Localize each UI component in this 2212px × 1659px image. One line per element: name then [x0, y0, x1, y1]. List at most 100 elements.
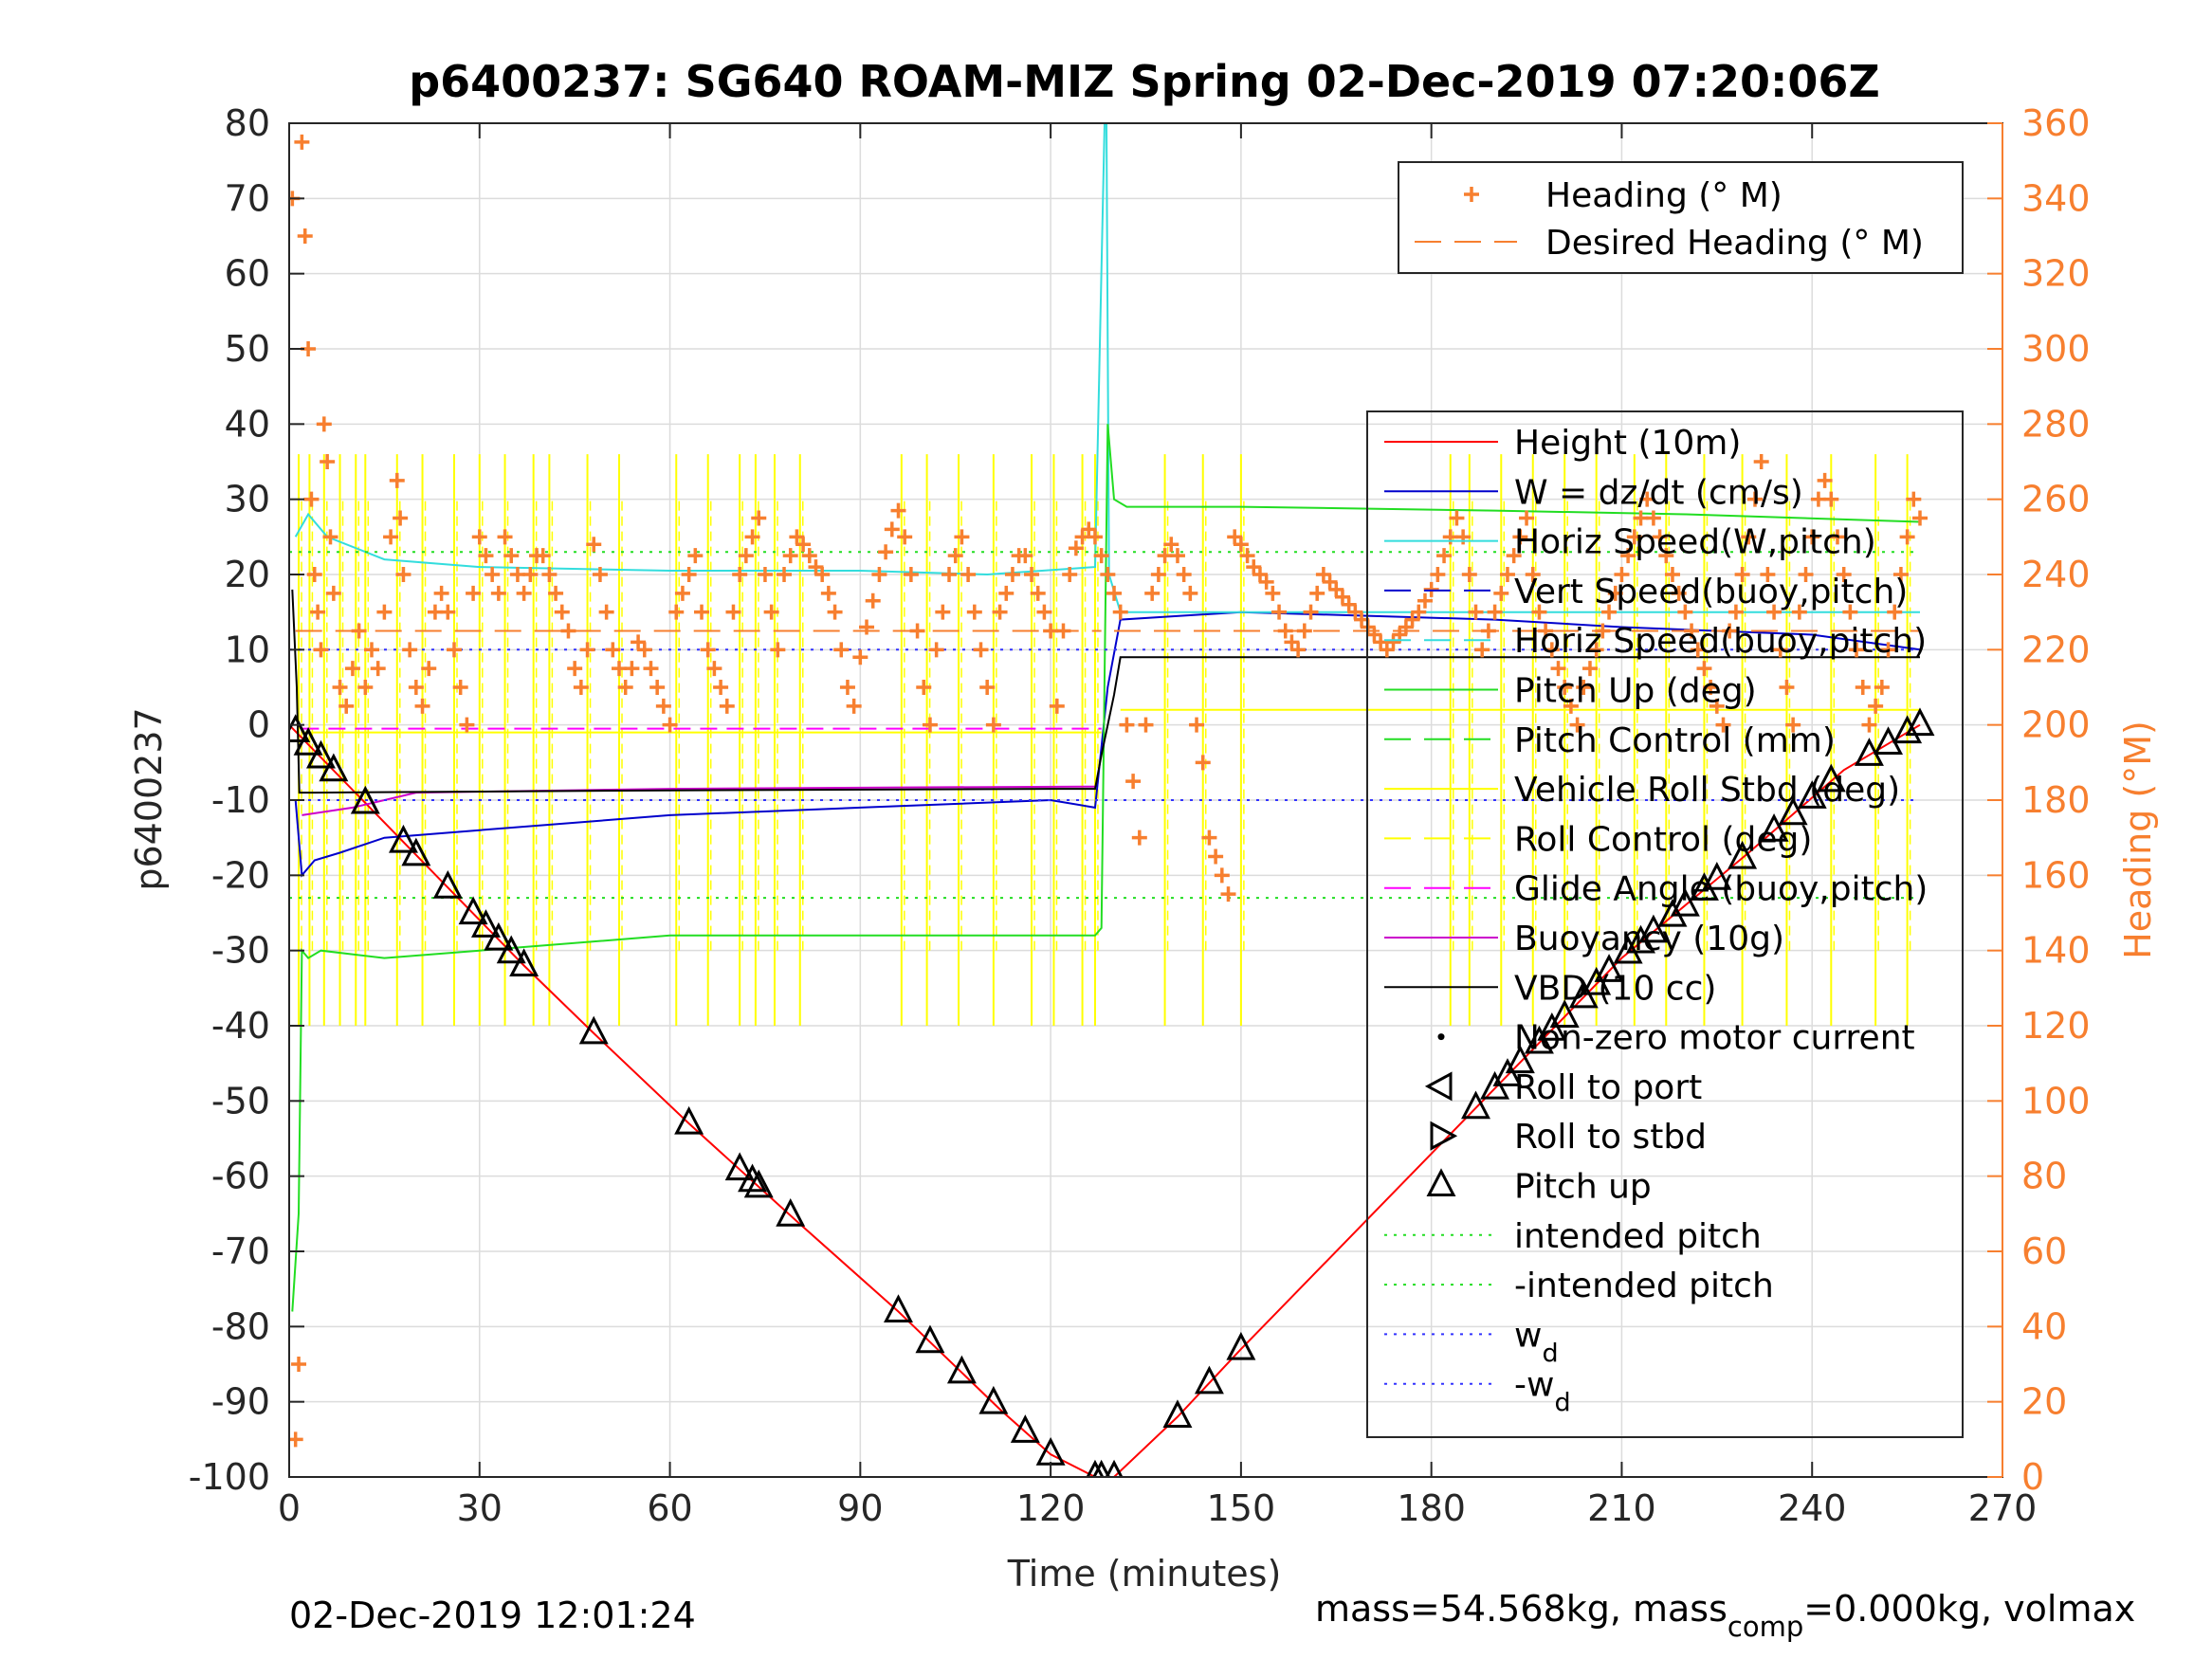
heading-marker — [1125, 774, 1142, 790]
heading-marker — [668, 604, 685, 620]
heading-marker — [1658, 548, 1674, 564]
legend-heading-box — [1398, 161, 1964, 274]
heading-marker — [1874, 680, 1890, 695]
heading-marker — [852, 649, 868, 665]
y2-tick-label: 240 — [2021, 554, 2091, 595]
heading-marker — [859, 619, 875, 635]
x-tick-label: 60 — [647, 1487, 692, 1529]
heading-marker — [1519, 510, 1535, 526]
legend-main-label-text: Roll Control (deg) — [1514, 820, 1812, 859]
heading-marker — [1601, 604, 1618, 620]
heading-marker — [586, 537, 602, 553]
pitch-up-marker — [470, 909, 501, 938]
heading-marker — [313, 642, 329, 658]
heading-marker — [402, 642, 418, 658]
heading-marker — [1309, 585, 1325, 601]
heading-marker — [1030, 585, 1046, 601]
legend-main-label-text: VBD (10 cc) — [1514, 969, 1716, 1008]
pitch-up-marker — [1461, 1090, 1490, 1120]
heading-marker — [1068, 540, 1084, 556]
legend-main-label: Vert Speed(buoy,pitch) — [1514, 573, 1908, 611]
legend-main-label-sub: d — [1554, 1389, 1570, 1418]
axes: 0 30 60 90 120 150 180 210 240 270 80 70 60 50 40 30 20 1… — [189, 102, 2091, 1529]
heading-marker — [612, 661, 628, 677]
y2-tick-label: 80 — [2021, 1156, 2067, 1197]
heading-marker — [1829, 529, 1845, 545]
heading-marker — [1493, 585, 1509, 601]
heading-marker — [941, 567, 958, 582]
heading-marker — [1144, 585, 1161, 601]
x-tick-label: 90 — [837, 1487, 883, 1529]
x-tick-label: 30 — [457, 1487, 503, 1529]
legend-main-label-text: Roll to port — [1514, 1068, 1702, 1107]
footer-left: 02-Dec-2019 12:01:24 — [289, 1595, 696, 1636]
heading-marker — [447, 642, 463, 658]
pitch-up-marker — [1086, 1459, 1105, 1477]
legend-main-label-text: Vert Speed(buoy,pitch) — [1514, 573, 1908, 611]
pitch-up-marker — [946, 1355, 977, 1384]
pitch-up-marker — [1702, 862, 1732, 890]
heading-marker — [395, 567, 411, 582]
heading-marker — [947, 548, 963, 564]
heading-marker — [573, 680, 589, 695]
heading-marker — [1791, 604, 1807, 620]
y-tick-label: -100 — [189, 1456, 270, 1498]
heading-marker — [320, 454, 336, 469]
heading-marker — [1715, 717, 1731, 733]
heading-marker — [1423, 581, 1439, 597]
y-tick-label: -50 — [211, 1080, 270, 1121]
heading-marker — [897, 529, 913, 545]
pitch-up-marker — [1505, 1045, 1535, 1074]
heading-marker — [1569, 717, 1585, 733]
heading-marker — [935, 604, 951, 620]
pitch-up-marker — [509, 948, 539, 977]
legend-main-label: -intended pitch — [1514, 1267, 1774, 1305]
pitch-up-marker — [1797, 780, 1827, 809]
heading-marker — [1842, 604, 1858, 620]
pitch-up-marker — [293, 726, 323, 756]
heading-marker — [1550, 661, 1566, 677]
heading-marker — [1119, 717, 1135, 733]
heading-marker — [503, 548, 520, 564]
heading-marker — [909, 623, 925, 639]
heading-marker — [370, 661, 386, 677]
heading-marker — [310, 604, 326, 620]
heading-marker — [1277, 623, 1293, 639]
heading-marker — [1233, 537, 1249, 553]
heading-marker — [1722, 623, 1738, 639]
heading-marker — [1296, 623, 1312, 639]
heading-marker — [522, 567, 539, 582]
y-axis-label: p6400237 — [128, 707, 170, 890]
heading-marker — [732, 567, 748, 582]
legend-main-label: Pitch up — [1514, 1168, 1652, 1207]
y2-tick-label: 220 — [2021, 629, 2091, 670]
pitch-up-marker — [1759, 813, 1789, 842]
heading-marker — [700, 642, 716, 658]
footer-right-pre: mass=54.568kg, mass — [1315, 1588, 1728, 1630]
series-line — [291, 589, 1920, 794]
heading-marker — [1804, 529, 1820, 545]
heading-marker — [1785, 717, 1801, 733]
heading-marker — [466, 585, 482, 601]
heading-marker — [1220, 886, 1236, 902]
heading-marker — [393, 510, 409, 526]
pitch-up-marker — [1816, 763, 1846, 793]
heading-marker — [960, 567, 977, 582]
heading-marker — [1563, 698, 1579, 714]
heading-marker — [1112, 604, 1128, 620]
x-tick-label: 240 — [1778, 1487, 1847, 1529]
heading-marker — [427, 604, 443, 620]
heading-marker — [289, 1431, 303, 1448]
heading-marker — [1626, 529, 1642, 545]
legend-heading: Heading (° M) Desired Heading (° M) — [1398, 161, 1964, 274]
legend-main-label-text: intended pitch — [1514, 1217, 1762, 1256]
heading-marker — [1087, 529, 1103, 545]
heading-marker — [1239, 548, 1255, 564]
x-tick-label: 210 — [1587, 1487, 1656, 1529]
y-tick-label: -10 — [211, 779, 270, 821]
pitch-up-marker — [388, 824, 418, 853]
footer-right: mass=54.568kg, masscomp=0.000kg, volmax — [1315, 1588, 2135, 1643]
heading-marker — [1265, 585, 1281, 601]
heading-marker — [1779, 680, 1795, 695]
heading-marker — [1531, 604, 1547, 620]
